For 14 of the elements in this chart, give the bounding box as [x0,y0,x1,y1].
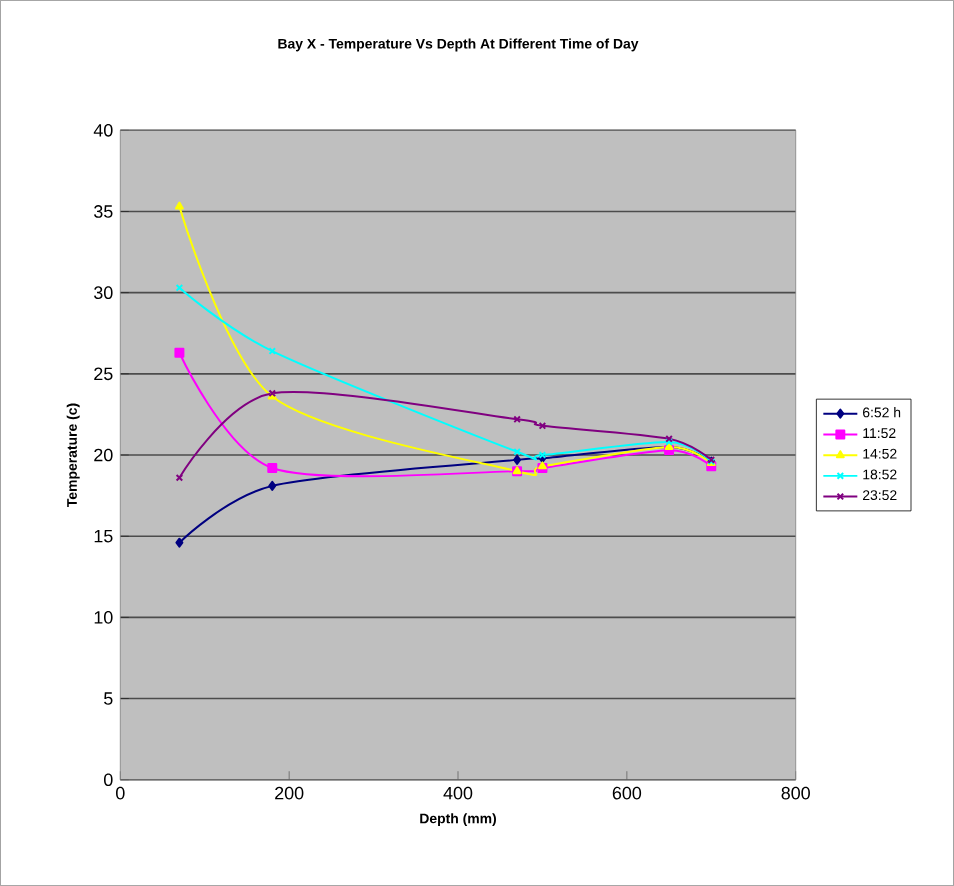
y-tick-label: 15 [94,529,113,543]
x-tick-label: 800 [781,786,810,800]
x-tick-label: 600 [612,786,642,800]
y-tick-label: 35 [94,205,113,218]
y-tick-label: 25 [94,367,113,381]
x-tick-label: 0 [116,786,125,800]
y-tick-label: 5 [104,692,113,705]
x-tick-label: 200 [275,786,304,800]
y-tick-label: 10 [94,611,113,624]
x-tick-label: 400 [443,786,473,800]
y-tick-label: 40 [93,123,113,137]
y-tick-label: 20 [94,448,113,462]
y-tick-label: 30 [94,286,113,300]
y-tick-label: 0 [104,773,113,787]
